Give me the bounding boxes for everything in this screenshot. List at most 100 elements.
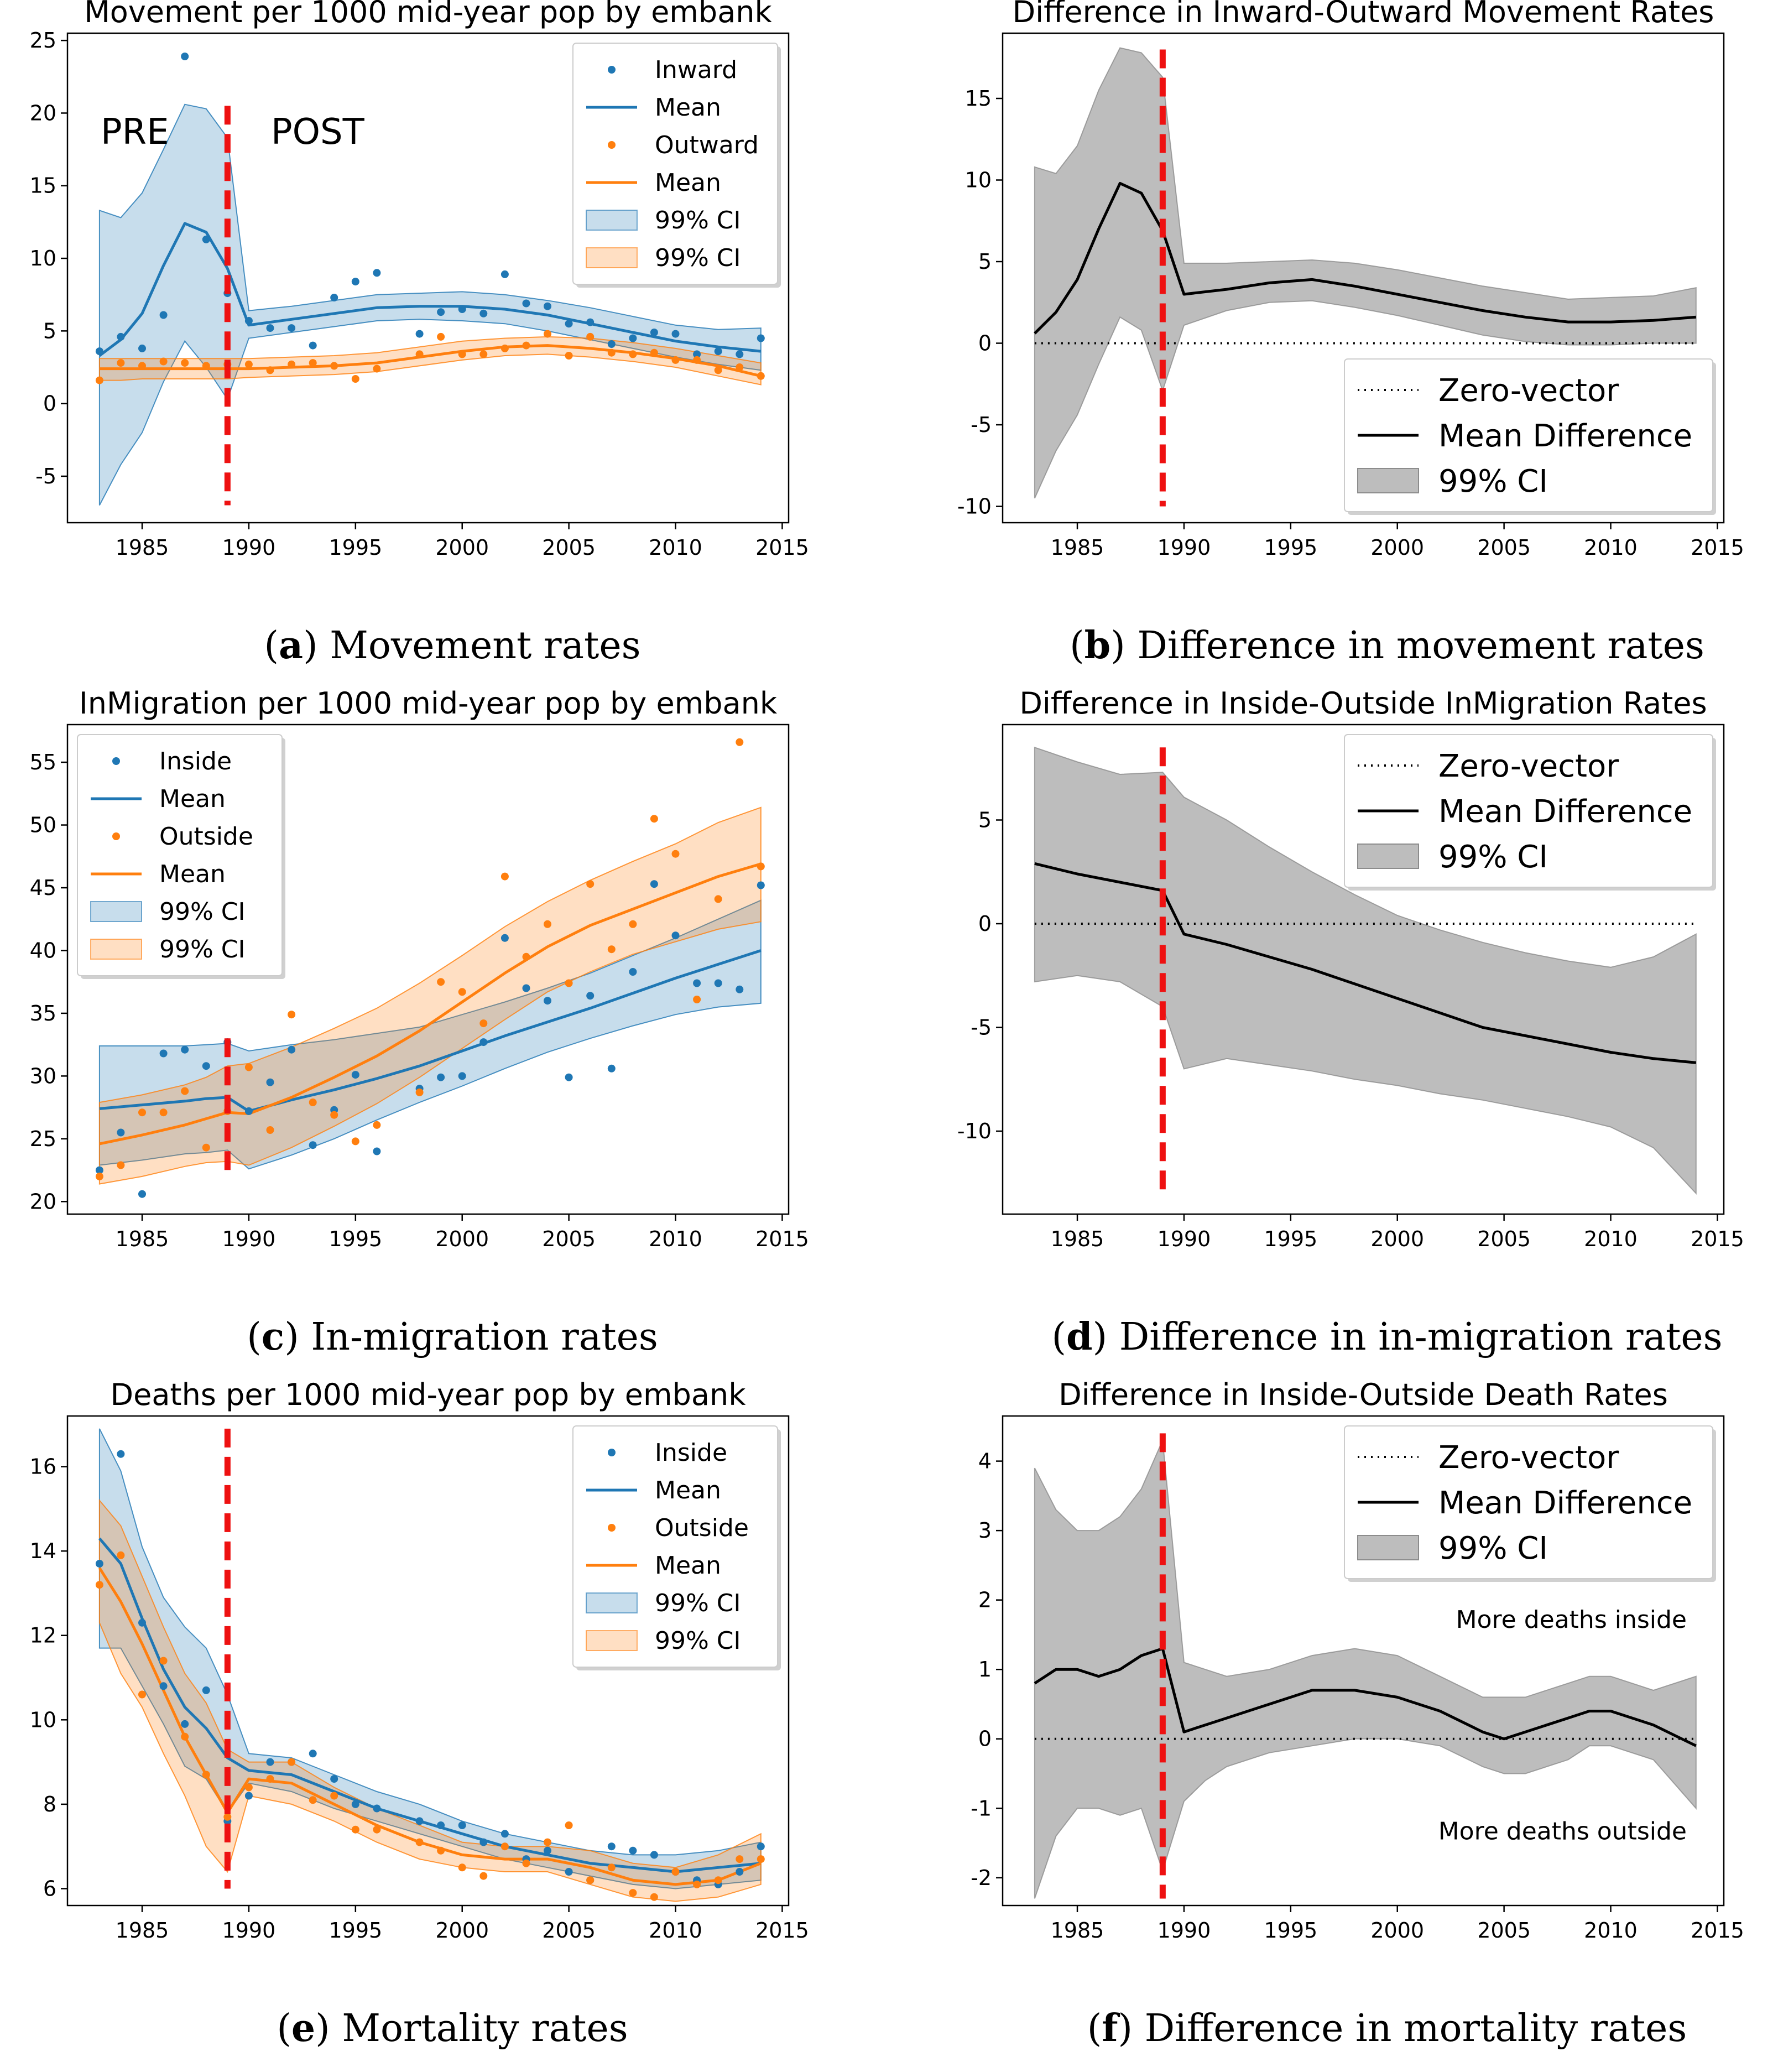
x-tick-label: 2010 [649, 1227, 702, 1251]
data-point-inside [629, 1846, 637, 1855]
data-point-outside [181, 1087, 189, 1095]
data-point-outside [415, 1838, 424, 1846]
y-tick-label: -5 [971, 413, 992, 437]
data-point-outward [244, 360, 253, 368]
panel-c: InMigration per 1000 mid-year pop by emb… [30, 686, 809, 1359]
data-point-inside [244, 1107, 253, 1115]
data-point-inside [309, 1750, 317, 1758]
x-tick-label: 1995 [329, 1918, 382, 1943]
data-point-inside [437, 1073, 445, 1081]
data-point-inward [266, 324, 274, 332]
x-tick-label: 2000 [1370, 1918, 1424, 1943]
y-tick-label: 10 [30, 1707, 56, 1732]
data-point-outward [373, 365, 381, 373]
caption-text: Movement rates [330, 624, 640, 668]
data-point-outside [671, 1868, 680, 1876]
panel-d: Difference in Inside-Outside InMigration… [957, 686, 1744, 1359]
legend-label: 99% CI [159, 898, 245, 926]
data-point-inside [266, 1078, 274, 1086]
legend: Inward Mean Outward Mean 99% CI 99% CI [572, 43, 781, 288]
y-tick-label: 12 [30, 1623, 56, 1648]
legend-label: Mean Difference [1438, 1485, 1692, 1521]
data-point-inward [565, 320, 573, 328]
caption-paren: ( [277, 2007, 291, 2050]
legend-box [1344, 358, 1713, 512]
data-point-inward [479, 309, 488, 317]
y-tick-label: -5 [35, 464, 56, 488]
mean-difference-line [1034, 862, 1697, 1064]
data-point-inside [736, 1868, 744, 1876]
x-tick-label: 2005 [1477, 1918, 1531, 1943]
annotation-post: POST [271, 112, 365, 153]
caption-paren: ( [264, 624, 279, 668]
data-point-outward [544, 330, 551, 338]
legend-label: 99% CI [655, 244, 741, 272]
y-tick-label: 45 [30, 876, 56, 900]
x-tick-label: 2000 [435, 1227, 489, 1251]
x-tick-label: 2015 [1691, 535, 1744, 560]
data-point-outside [565, 979, 573, 987]
data-point-inward [415, 330, 424, 338]
legend-label: Inward [655, 56, 737, 84]
y-tick-label: 5 [43, 319, 56, 343]
data-point-outside [309, 1796, 317, 1804]
data-point-outside [244, 1783, 253, 1792]
data-point-inside [607, 1842, 616, 1851]
panel-caption: (d) Difference in in-migration rates [1052, 1315, 1723, 1359]
legend-label: 99% CI [1438, 464, 1548, 499]
data-point-inside [500, 1830, 509, 1838]
data-point-outside [479, 1019, 488, 1028]
data-point-inside [736, 985, 744, 993]
data-point-outward [565, 352, 573, 360]
caption-paren: ) [1118, 2007, 1145, 2050]
data-point-outward [522, 341, 530, 350]
data-point-inside [757, 881, 765, 889]
y-tick-label: 35 [30, 1001, 56, 1025]
data-point-inward [544, 302, 551, 310]
data-point-inward [138, 344, 146, 352]
data-point-outside [650, 815, 658, 823]
data-point-inward [117, 332, 125, 341]
ci-band [1034, 47, 1697, 499]
data-point-inward [714, 347, 722, 356]
panel-a: Movement per 1000 mid-year pop by embank… [30, 0, 809, 668]
data-point-inward [351, 278, 359, 286]
y-tick-label: 20 [30, 101, 56, 125]
caption-text: In-migration rates [311, 1315, 658, 1359]
data-point-outside [736, 1855, 744, 1863]
x-tick-label: 1990 [1157, 1918, 1211, 1943]
data-point-outside [458, 1863, 466, 1872]
legend: Inside Mean Outside Mean 99% CI 99% CI [572, 1425, 781, 1670]
data-point-inside [138, 1190, 146, 1198]
data-point-outside [714, 895, 722, 903]
data-point-outside [159, 1108, 168, 1117]
data-point-outward [266, 366, 274, 374]
mean-difference-line [1034, 1647, 1697, 1747]
legend-patch [586, 210, 638, 231]
y-tick-label: 0 [978, 1727, 992, 1751]
y-tick-label: 0 [43, 392, 56, 416]
legend-marker [112, 832, 120, 840]
chart-title: Difference in Inside-Outside Death Rates [1059, 1377, 1668, 1412]
plot-area [1034, 1433, 1697, 1899]
data-point-inside [330, 1775, 338, 1783]
data-point-outside [159, 1657, 168, 1665]
data-point-outward [181, 359, 189, 367]
mean-line-inward [98, 222, 762, 357]
legend-box [572, 43, 778, 285]
y-tick-label: -2 [971, 1866, 992, 1890]
y-tick-label: 25 [30, 1127, 56, 1151]
annotation-more-deaths-outside: More deaths outside [1438, 1818, 1687, 1846]
data-point-outward [479, 350, 488, 358]
x-tick-label: 2015 [755, 535, 809, 560]
x-tick-label: 1990 [222, 1227, 276, 1251]
data-point-inside [202, 1686, 210, 1694]
mean-line-outside [98, 1567, 762, 1886]
caption-paren: ( [247, 1315, 262, 1359]
data-point-inward [309, 341, 317, 350]
legend-label: Zero-vector [1438, 373, 1619, 409]
x-tick-label: 1995 [1264, 535, 1317, 560]
panel-f: Difference in Inside-Outside Death Rates… [971, 1377, 1744, 2050]
x-tick-label: 2000 [1370, 1227, 1424, 1251]
caption-paren: ) [303, 624, 330, 668]
